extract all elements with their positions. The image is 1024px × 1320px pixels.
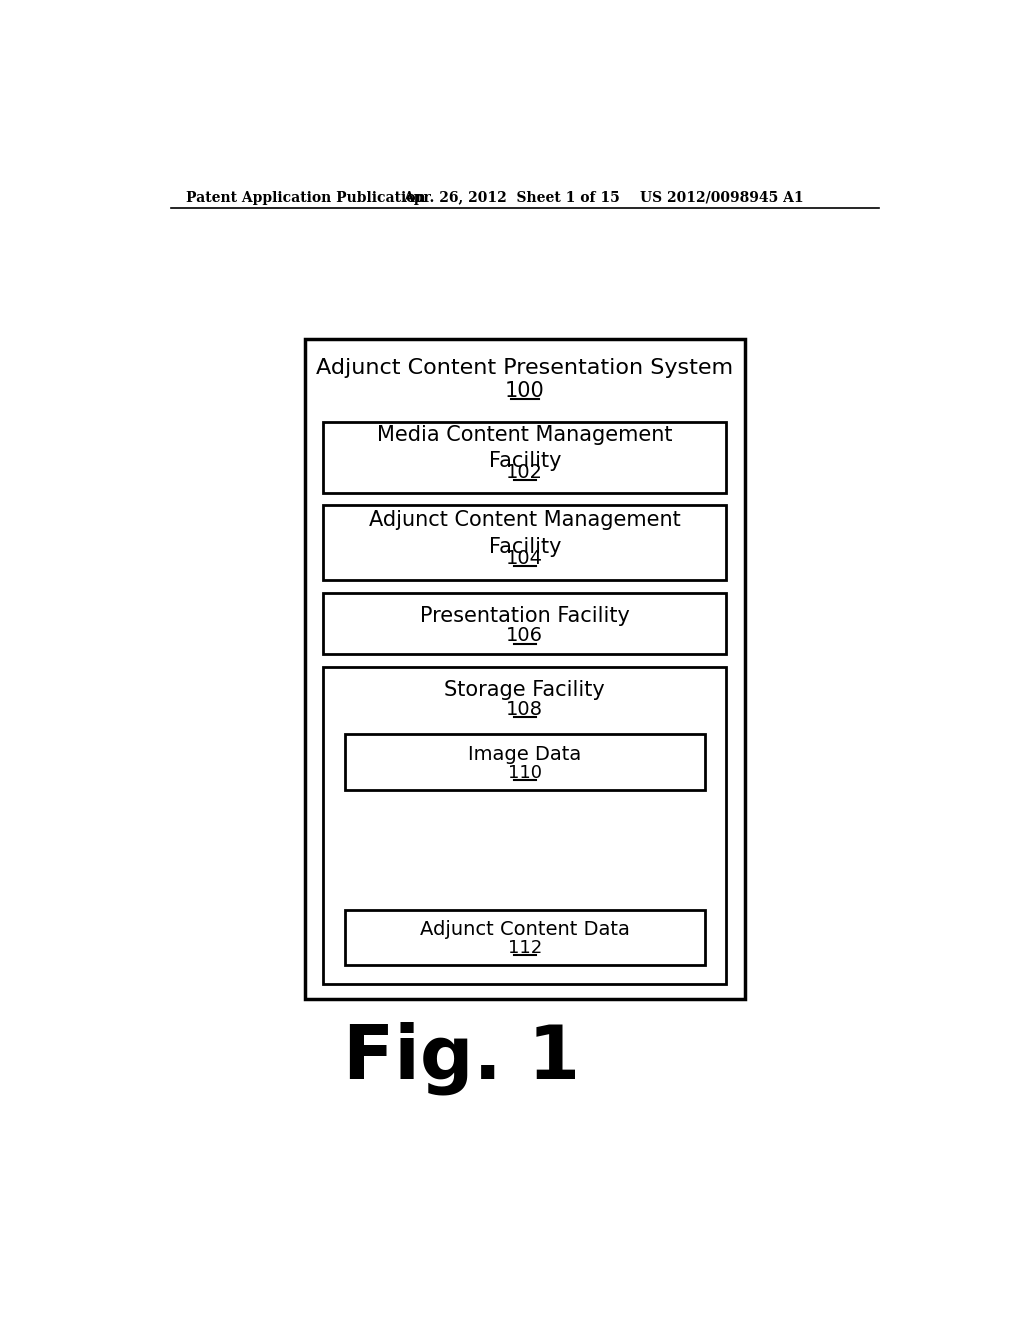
Text: Fig. 1: Fig. 1 xyxy=(343,1020,580,1094)
Text: Apr. 26, 2012  Sheet 1 of 15: Apr. 26, 2012 Sheet 1 of 15 xyxy=(403,191,620,205)
Text: 100: 100 xyxy=(505,381,545,401)
Text: 106: 106 xyxy=(506,626,544,645)
Text: Adjunct Content Presentation System: Adjunct Content Presentation System xyxy=(316,358,733,378)
FancyBboxPatch shape xyxy=(345,909,705,965)
Text: Storage Facility: Storage Facility xyxy=(444,680,605,700)
FancyBboxPatch shape xyxy=(324,422,726,492)
Text: Adjunct Content Management
Facility: Adjunct Content Management Facility xyxy=(369,511,681,557)
FancyBboxPatch shape xyxy=(305,339,744,999)
Text: US 2012/0098945 A1: US 2012/0098945 A1 xyxy=(640,191,803,205)
Text: Image Data: Image Data xyxy=(468,744,582,764)
Text: Presentation Facility: Presentation Facility xyxy=(420,606,630,626)
Text: Media Content Management
Facility: Media Content Management Facility xyxy=(377,425,673,471)
Text: 112: 112 xyxy=(508,940,542,957)
Text: Adjunct Content Data: Adjunct Content Data xyxy=(420,920,630,940)
Text: Patent Application Publication: Patent Application Publication xyxy=(186,191,426,205)
FancyBboxPatch shape xyxy=(345,734,705,789)
Text: 108: 108 xyxy=(506,700,544,719)
Text: 104: 104 xyxy=(506,549,544,568)
FancyBboxPatch shape xyxy=(324,506,726,581)
Text: 102: 102 xyxy=(506,463,544,482)
FancyBboxPatch shape xyxy=(324,593,726,655)
FancyBboxPatch shape xyxy=(324,667,726,983)
Text: 110: 110 xyxy=(508,764,542,781)
